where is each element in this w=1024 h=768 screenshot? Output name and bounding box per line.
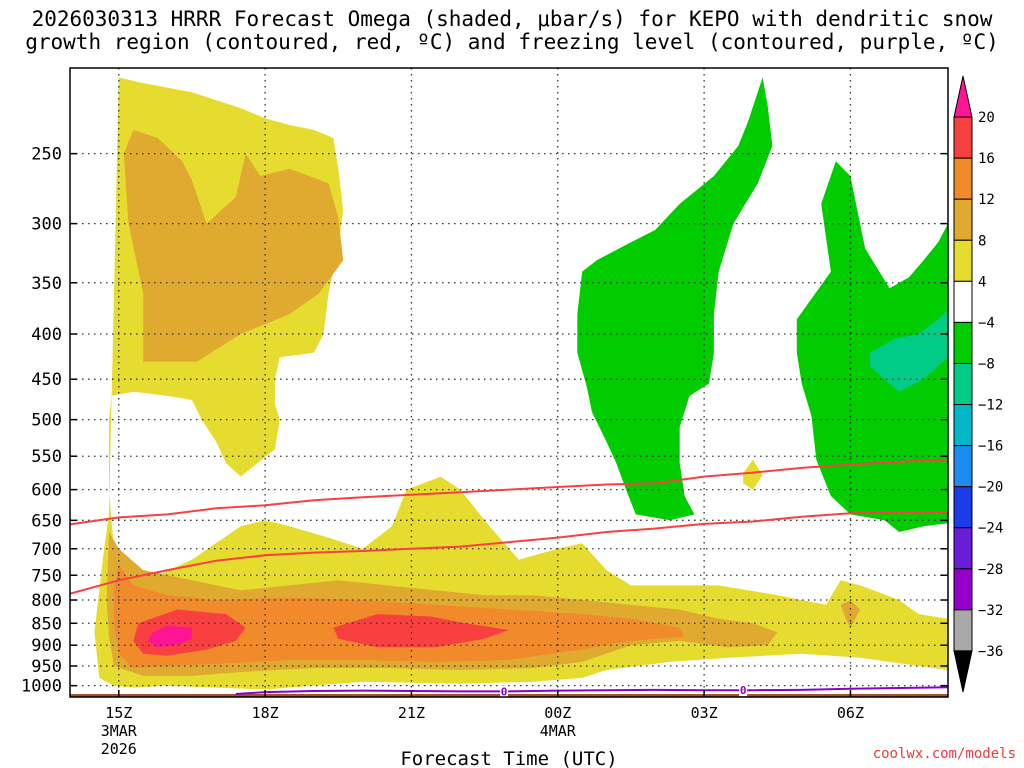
- colorbar-label: −24: [978, 521, 1003, 537]
- omega-region-8: [123, 129, 344, 362]
- freezing-level-contour: [235, 686, 948, 695]
- freezing-label-bg: [500, 685, 509, 697]
- colorbar-label: −12: [978, 398, 1003, 414]
- y-tick-label-1000: 1000: [21, 677, 62, 697]
- colorbar-label: −4: [978, 315, 995, 331]
- colorbar-label: −28: [978, 562, 1003, 578]
- y-tick-label-750: 750: [31, 566, 62, 586]
- colorbar-label: 12: [978, 192, 995, 208]
- x-tick-label-00Z: 00Z: [544, 704, 571, 722]
- axes: 2503003504004505005506006507007508008509…: [21, 67, 949, 768]
- terrain-fill: [70, 694, 948, 697]
- colorbar-band: [953, 527, 973, 570]
- colorbar-label: −20: [978, 480, 1003, 496]
- y-tick-label-650: 650: [31, 511, 62, 531]
- colorbar-band: [953, 609, 973, 652]
- dgz-contour--18C: [70, 511, 948, 595]
- y-tick-label-800: 800: [31, 591, 62, 611]
- colorbar-band: [953, 486, 973, 529]
- colorbar-band: [953, 362, 973, 406]
- colorbar-label: −8: [978, 356, 995, 372]
- x-tick-label-21Z: 21Z: [398, 704, 425, 722]
- colorbar-band: [953, 568, 973, 611]
- omega-region-20: [148, 625, 192, 648]
- x-tick-sublabel: 4MAR: [540, 722, 577, 740]
- x-tick-label-18Z: 18Z: [252, 704, 279, 722]
- x-tick-label-15Z: 15Z: [105, 704, 132, 722]
- y-tick-label-500: 500: [31, 411, 62, 431]
- colorbar: 20 16 12 8 4 −4 −8 −12 −16 −20 −24 −28 −32 −36: [953, 75, 1003, 693]
- colorbar-label: −32: [978, 603, 1003, 619]
- colorbar-band: [953, 280, 973, 323]
- x-tick-sublabel: 3MAR: [101, 722, 138, 740]
- colorbar-label: 4: [978, 274, 986, 290]
- y-tick-label-250: 250: [31, 145, 62, 165]
- colorbar-band: [953, 116, 973, 159]
- chart-title-line2: growth region (contoured, red, ºC) and f…: [25, 30, 999, 54]
- plot-area: [70, 77, 948, 697]
- colorbar-label: 8: [978, 233, 986, 249]
- colorbar-band: [953, 404, 973, 447]
- y-tick-label-700: 700: [31, 540, 62, 560]
- colorbar-label: −16: [978, 439, 1003, 455]
- y-tick-label-600: 600: [31, 481, 62, 501]
- y-tick-label-350: 350: [31, 274, 62, 294]
- y-tick-label-550: 550: [31, 447, 62, 467]
- omega-region-16: [333, 614, 509, 648]
- colorbar-bottom-triangle: [953, 650, 973, 693]
- y-tick-label-450: 450: [31, 370, 62, 390]
- y-tick-label-400: 400: [31, 325, 62, 345]
- omega-region-8: [840, 600, 861, 628]
- omega-region-4: [743, 459, 763, 490]
- colorbar-top-triangle: [953, 75, 973, 118]
- x-tick-label-06Z: 06Z: [837, 704, 864, 722]
- plot-frame: [69, 67, 949, 698]
- colorbar-band: [953, 321, 973, 364]
- omega-region-neg8: [870, 309, 948, 392]
- x-axis-label: Forecast Time (UTC): [400, 748, 617, 768]
- colorbar-label: −36: [978, 644, 1003, 660]
- colorbar-band: [953, 198, 973, 241]
- x-tick-sublabel: 2026: [101, 740, 137, 758]
- y-tick-label-900: 900: [31, 636, 62, 656]
- colorbar-band: [953, 445, 973, 488]
- y-tick-label-950: 950: [31, 657, 62, 677]
- x-tick-label-03Z: 03Z: [691, 704, 718, 722]
- omega-region-neg4: [796, 161, 948, 532]
- omega-region-neg4: [577, 77, 773, 521]
- freezing-label-bg: [739, 684, 748, 697]
- dgz-contour--12C: [70, 458, 948, 526]
- colorbar-label: 20: [978, 110, 995, 126]
- y-tick-label-300: 300: [31, 215, 62, 235]
- colorbar-label: 16: [978, 151, 995, 167]
- colorbar-band: [953, 157, 973, 200]
- website-credit: coolwx.com/models: [872, 746, 1016, 762]
- colorbar-band: [953, 239, 973, 282]
- y-tick-label-850: 850: [31, 614, 62, 634]
- freezing-level-label: 0: [740, 684, 747, 697]
- freezing-level-label: 0: [501, 685, 508, 698]
- chart-title-line1: 2026030313 HRRR Forecast Omega (shaded, …: [31, 7, 993, 31]
